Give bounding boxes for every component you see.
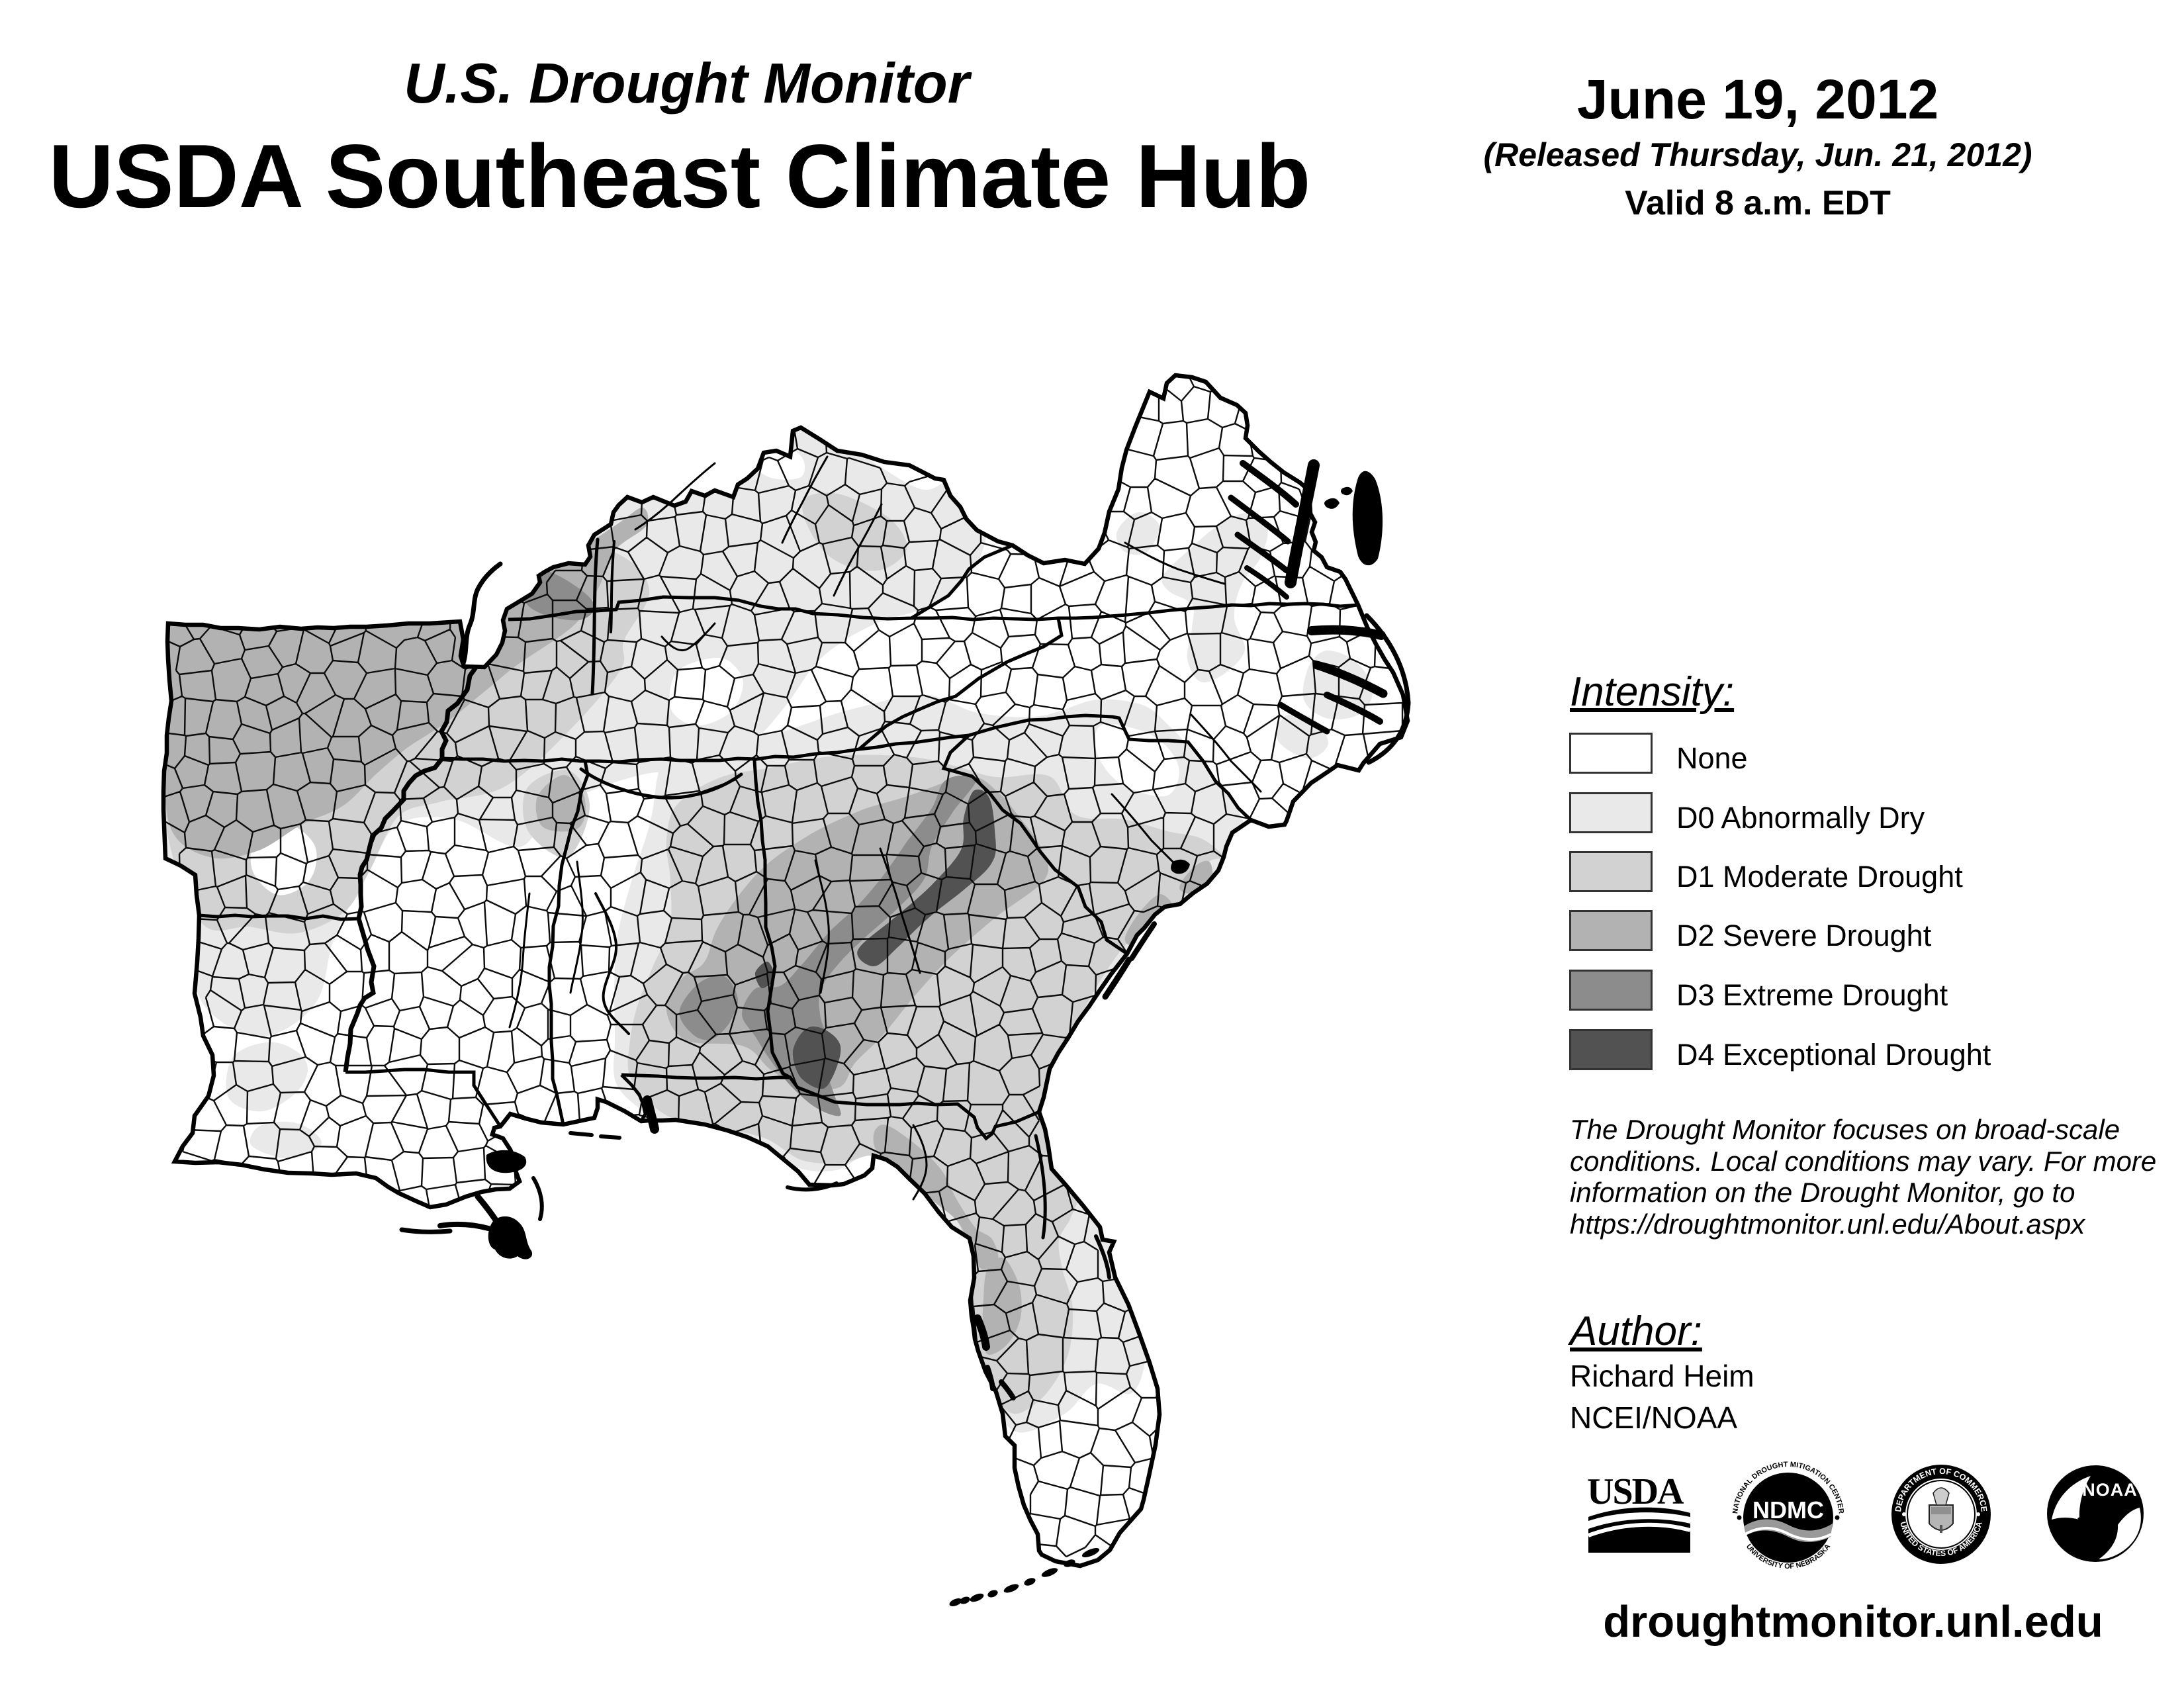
svg-text:USDA: USDA <box>1587 1475 1684 1512</box>
svg-text:NOAA: NOAA <box>2082 1480 2138 1500</box>
svg-text:NDMC: NDMC <box>1752 1496 1824 1524</box>
